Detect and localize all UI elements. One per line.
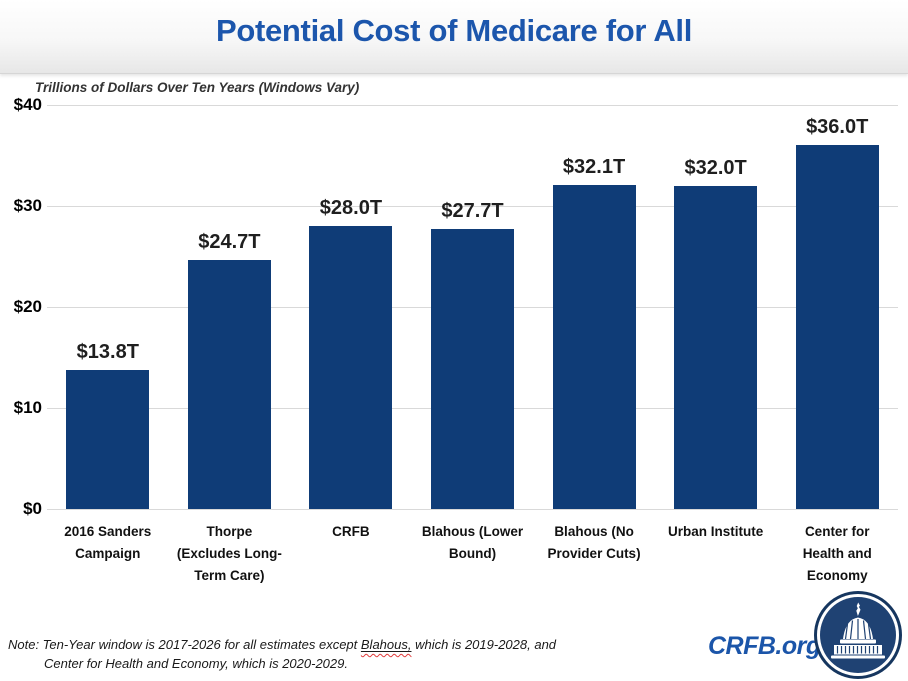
y-axis-label: $0	[23, 499, 42, 518]
chart-subtitle: Trillions of Dollars Over Ten Years (Win…	[35, 80, 360, 95]
category-label-blahous-lower-bound: Blahous (Lower Bound)	[421, 524, 524, 561]
bar-thorpe-excludes-long-term-care	[187, 259, 271, 509]
crfb-link[interactable]: CRFB.org	[708, 632, 821, 660]
category-label-thorpe-excludes-long-term-care: Thorpe (Excludes Long- Term Care)	[176, 524, 282, 583]
category-label-urban-institute: Urban Institute	[667, 524, 764, 539]
footnote-line-1: Note: Ten-Year window is 2017-2026 for a…	[8, 637, 557, 652]
bar-chart: $40 $30 $20 $10 $0 $13.8T 2016 Sanders Campaign…	[0, 95, 908, 605]
bar-center-for-health-and-economy	[795, 145, 879, 509]
footnote: Note: Ten-Year window is 2017-2026 for a…	[8, 635, 556, 673]
crfb-capitol-logo	[814, 591, 902, 679]
y-axis-label: $20	[13, 297, 42, 316]
bar-value-label: $13.8T	[76, 340, 139, 363]
chart-title: Potential Cost of Medicare for All	[215, 13, 693, 48]
bar-blahous-lower-bound	[431, 229, 514, 509]
note-flagged-word: Blahous,	[360, 637, 412, 652]
gridline-30	[47, 205, 898, 207]
footnote-line-2: Center for Health and Economy, which is …	[44, 656, 348, 671]
category-label-blahous-no-provider-cuts: Blahous (No Provider Cuts)	[547, 524, 641, 561]
y-axis-label: $30	[13, 196, 42, 215]
category-label-2016-sanders-campaign: 2016 Sanders Campaign	[64, 524, 152, 561]
bar-value-label: $24.7T	[198, 230, 261, 253]
header-band: Potential Cost of Medicare for All	[0, 0, 908, 74]
gridline-40	[47, 104, 898, 106]
y-axis-label: $40	[13, 95, 42, 114]
bar-urban-institute	[674, 185, 758, 509]
bar-value-label: $28.0T	[319, 197, 383, 220]
bar-2016-sanders-campaign	[66, 369, 150, 509]
bar-value-label: $32.0T	[684, 156, 747, 179]
bar-value-label: $32.1T	[562, 155, 626, 178]
bar-value-label: $36.0T	[806, 116, 869, 139]
gridline-0	[47, 508, 898, 510]
category-label-crfb: CRFB	[332, 524, 370, 539]
y-axis-label: $10	[13, 398, 42, 417]
category-label-center-for-health-and-economy: Center for Health and Economy	[802, 524, 872, 583]
bar-blahous-no-provider-cuts	[552, 184, 636, 509]
bar-crfb	[309, 226, 393, 509]
bar-value-label: $27.7T	[441, 200, 504, 223]
